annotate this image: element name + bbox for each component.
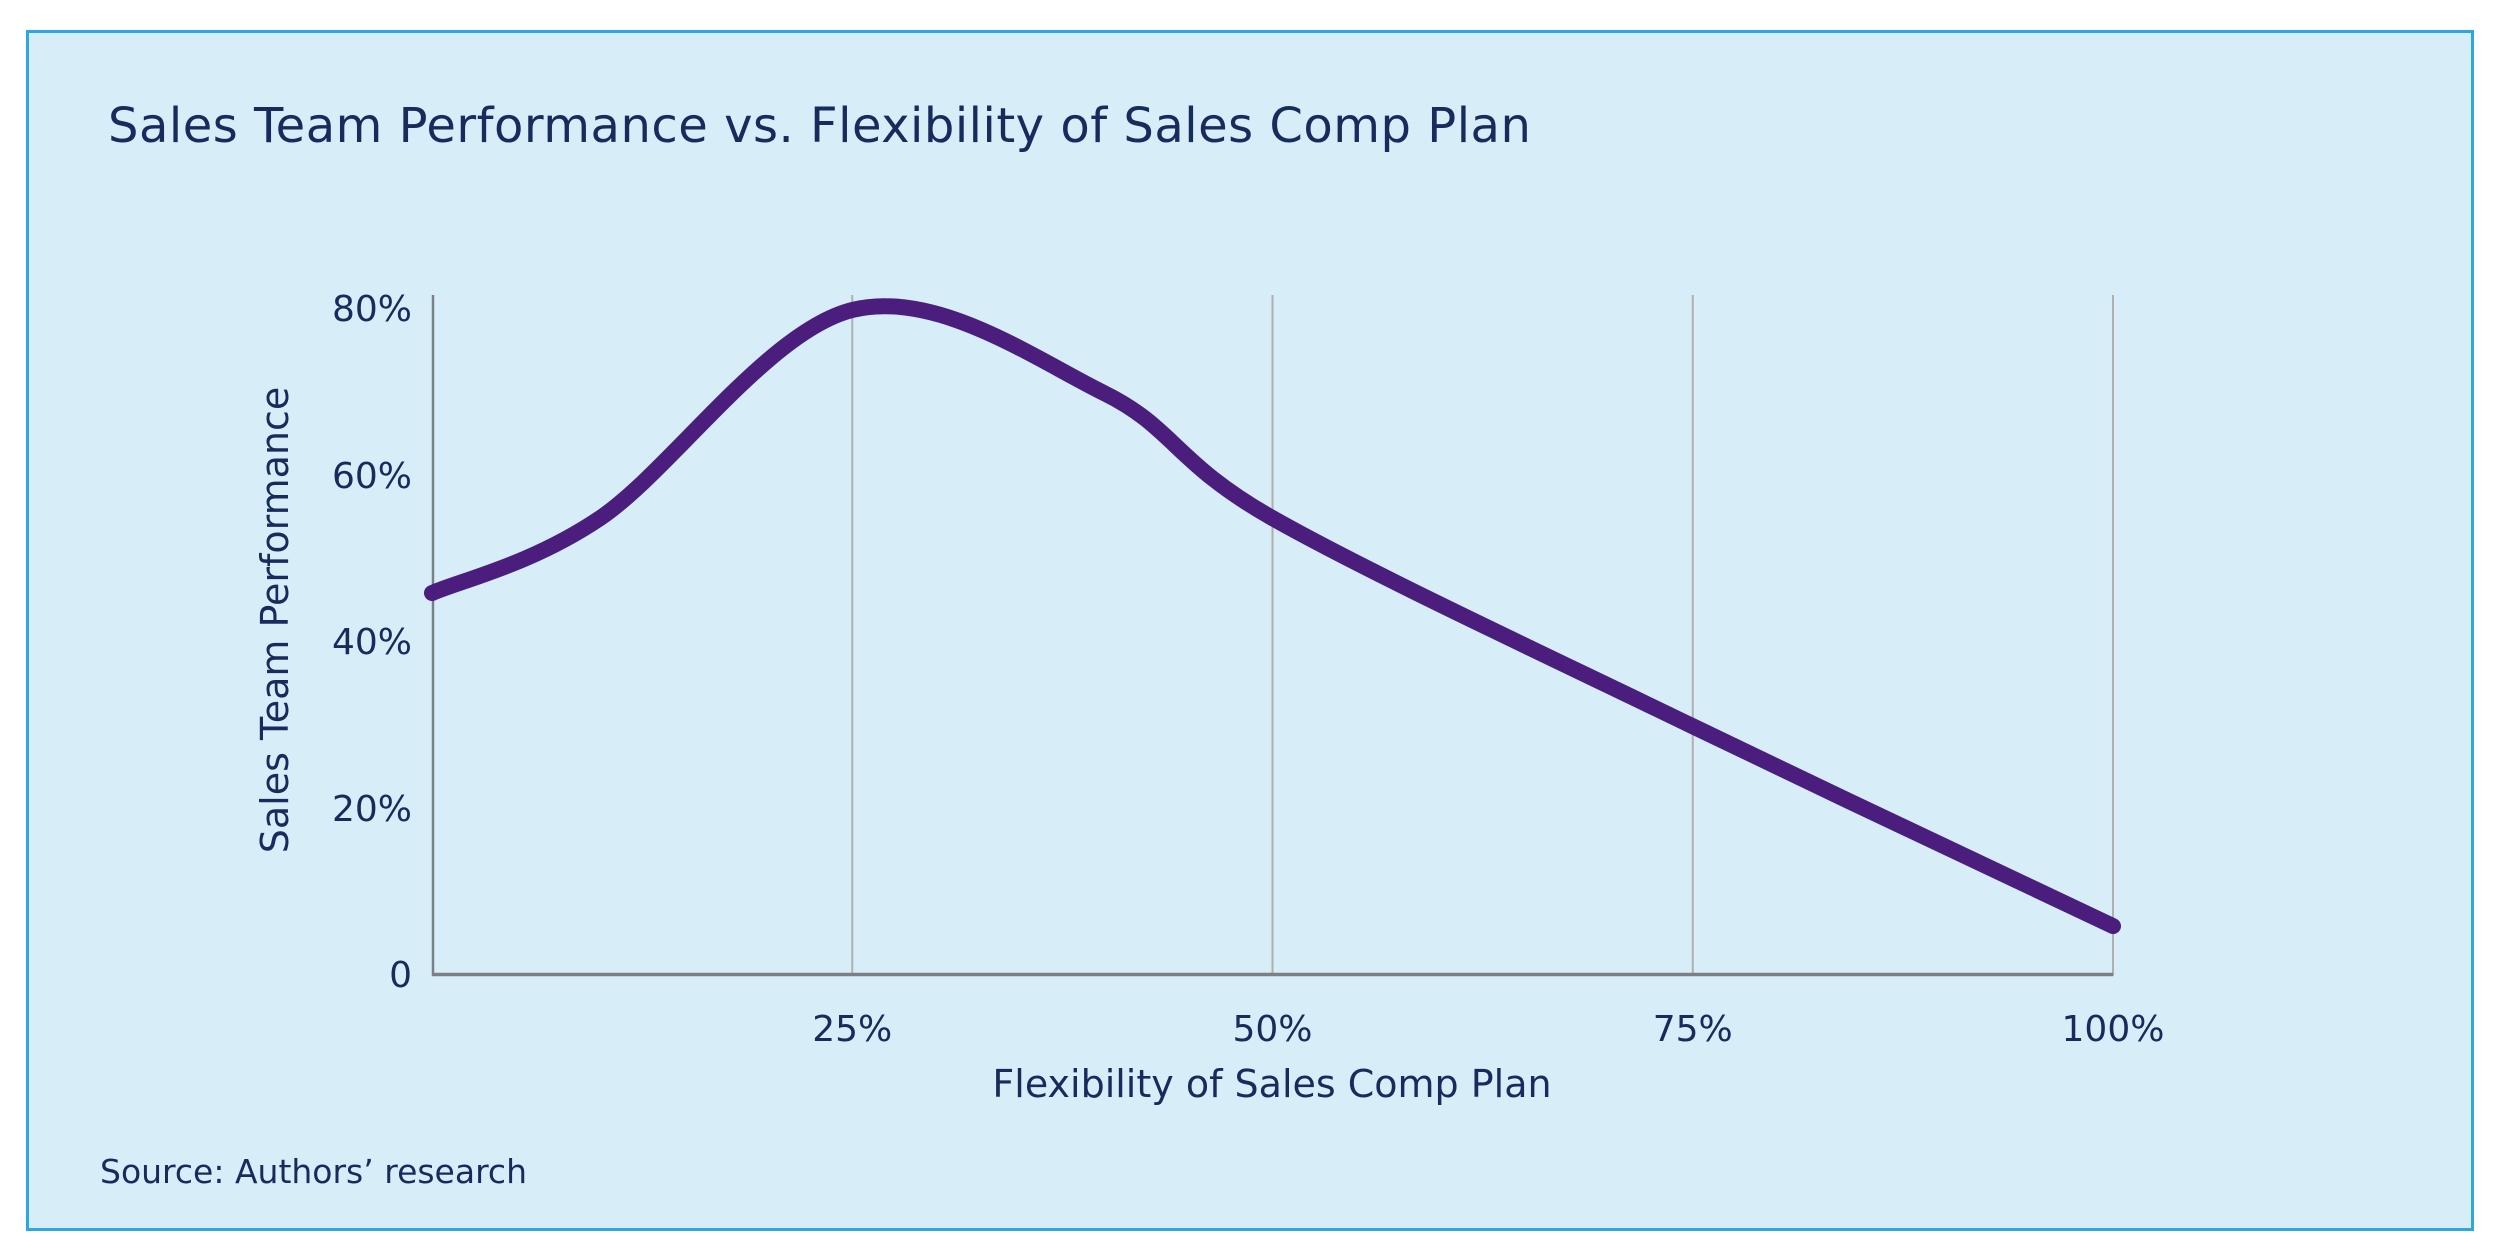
- performance-curve: [424, 298, 2121, 935]
- y-axis-title: Sales Team Performance: [253, 386, 297, 854]
- x-tick-label-25: 25%: [812, 1009, 893, 1050]
- x-axis-title: Flexibility of Sales Comp Plan: [992, 1062, 1552, 1106]
- source-note: Source: Authors’ research: [100, 1152, 527, 1191]
- y-tick-label-60: 60%: [331, 455, 412, 497]
- x-tick-label-50: 50%: [1232, 1009, 1313, 1050]
- chart-title: Sales Team Performance vs. Flexibility o…: [108, 98, 1532, 154]
- y-tick-label-40: 40%: [331, 622, 412, 663]
- x-tick-label-100: 100%: [2061, 1009, 2165, 1050]
- y-tick-label-80: 80%: [331, 289, 412, 330]
- plot-svg: [424, 295, 2121, 977]
- y-tick-label-20: 20%: [331, 788, 412, 830]
- y-tick-label-0: 0: [389, 955, 412, 996]
- x-tick-label-75: 75%: [1652, 1009, 1733, 1050]
